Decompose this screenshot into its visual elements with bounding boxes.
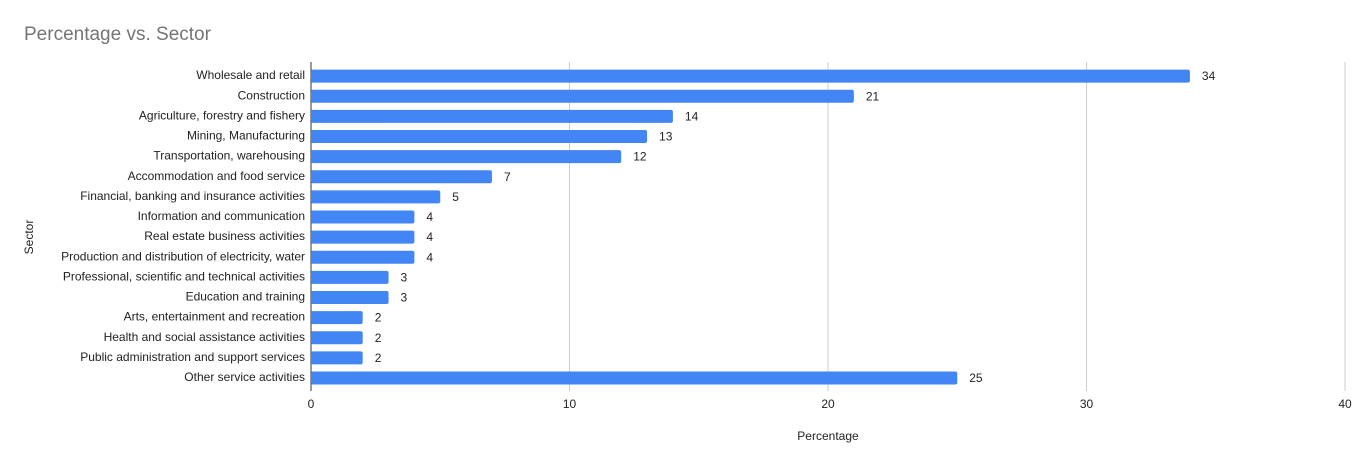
data-label: 3 <box>401 270 408 284</box>
y-tick-label: Financial, banking and insurance activit… <box>80 189 305 203</box>
data-label: 21 <box>866 89 880 103</box>
data-label: 2 <box>375 331 382 345</box>
y-tick-label: Real estate business activities <box>144 229 305 243</box>
bar <box>311 230 415 244</box>
y-tick-label: Wholesale and retail <box>196 68 305 82</box>
y-tick-label: Accommodation and food service <box>128 169 306 183</box>
data-label: 5 <box>452 190 459 204</box>
bar <box>311 190 441 204</box>
bar <box>311 69 1190 83</box>
bar <box>311 311 363 325</box>
bar <box>311 150 622 164</box>
y-tick-label: Agriculture, forestry and fishery <box>139 108 305 122</box>
data-label: 4 <box>426 210 433 224</box>
bar <box>311 109 673 123</box>
y-tick-label: Education and training <box>186 290 305 304</box>
data-label: 2 <box>375 311 382 325</box>
data-label: 14 <box>685 109 699 123</box>
y-tick-label: Public administration and support servic… <box>80 350 305 364</box>
y-tick-label: Arts, entertainment and recreation <box>124 310 305 324</box>
y-tick-label: Transportation, warehousing <box>153 149 305 163</box>
data-label: 4 <box>426 230 433 244</box>
y-tick-label: Other service activities <box>184 370 305 384</box>
y-tick-label: Health and social assistance activities <box>104 330 305 344</box>
bar <box>311 170 492 184</box>
bar <box>311 371 958 385</box>
bar <box>311 129 648 143</box>
chart-title: Percentage vs. Sector <box>24 24 212 45</box>
bar <box>311 270 389 284</box>
y-axis-title: Sector <box>22 220 36 255</box>
x-tick-label: 0 <box>308 397 315 411</box>
bar <box>311 250 415 264</box>
y-tick-label: Professional, scientific and technical a… <box>63 269 305 283</box>
data-label: 13 <box>659 130 673 144</box>
x-tick-label: 20 <box>821 397 835 411</box>
x-axis-title: Percentage <box>797 429 859 443</box>
y-tick-label: Information and communication <box>138 209 305 223</box>
y-tick-label: Production and distribution of electrici… <box>61 249 305 263</box>
data-label: 12 <box>633 150 647 164</box>
data-label: 3 <box>401 291 408 305</box>
y-tick-label: Mining, Manufacturing <box>187 129 305 143</box>
x-tick-label: 30 <box>1080 397 1094 411</box>
bar <box>311 210 415 224</box>
bar <box>311 351 363 365</box>
data-label: 7 <box>504 170 511 184</box>
data-label: 34 <box>1202 69 1216 83</box>
data-label: 4 <box>426 250 433 264</box>
bar <box>311 89 854 103</box>
data-label: 25 <box>969 371 983 385</box>
bar <box>311 331 363 345</box>
data-label: 2 <box>375 351 382 365</box>
y-tick-label: Construction <box>238 88 305 102</box>
x-tick-label: 10 <box>563 397 577 411</box>
x-tick-label: 40 <box>1338 397 1352 411</box>
bar <box>311 290 389 304</box>
